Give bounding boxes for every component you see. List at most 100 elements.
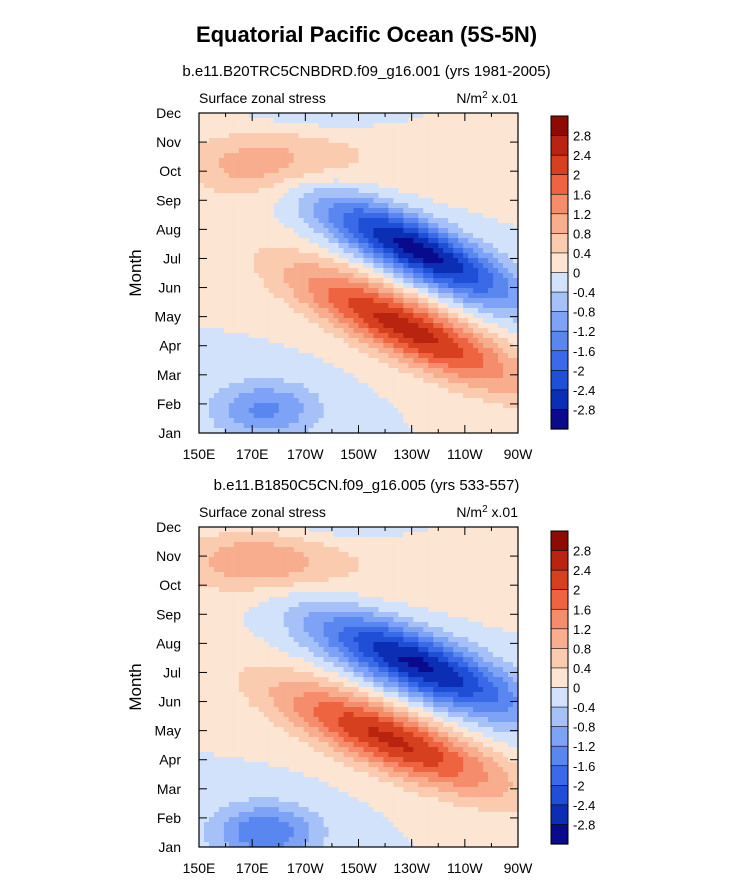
- heatmap-cell: [208, 183, 215, 189]
- heatmap-cell: [408, 313, 414, 319]
- heatmap-cell: [343, 413, 350, 419]
- heatmap-cell: [199, 702, 205, 708]
- heatmap-cell: [203, 777, 210, 783]
- heatmap-cell: [243, 637, 250, 643]
- heatmap-cell: [273, 233, 280, 239]
- heatmap-cell: [453, 413, 459, 419]
- heatmap-cell: [438, 333, 444, 339]
- heatmap-cell: [403, 223, 409, 229]
- heatmap-cell: [318, 293, 325, 299]
- heatmap-cell: [278, 263, 285, 269]
- heatmap-cell: [283, 138, 290, 144]
- heatmap-cell: [428, 418, 434, 424]
- heatmap-cell: [423, 428, 429, 434]
- heatmap-cell: [398, 318, 404, 324]
- heatmap-cell: [208, 138, 215, 144]
- heatmap-cell: [199, 153, 205, 159]
- heatmap-cell: [208, 268, 215, 274]
- heatmap-cell: [278, 278, 285, 284]
- heatmap-cell: [228, 532, 235, 538]
- heatmap-cell: [263, 423, 270, 429]
- heatmap-cell: [423, 263, 429, 269]
- heatmap-cell: [413, 188, 419, 194]
- heatmap-cell: [343, 303, 350, 309]
- heatmap-cell: [238, 662, 245, 668]
- heatmap-cell: [348, 198, 355, 204]
- heatmap-cell: [398, 393, 404, 399]
- heatmap-cell: [358, 413, 365, 419]
- heatmap-cell: [293, 283, 300, 289]
- heatmap-cell: [383, 233, 389, 239]
- heatmap-cell: [238, 552, 245, 558]
- heatmap-cell: [353, 343, 360, 349]
- heatmap-cell: [368, 128, 375, 134]
- heatmap-cell: [248, 537, 255, 543]
- heatmap-cell: [199, 308, 205, 314]
- heatmap-cell: [218, 707, 225, 713]
- heatmap-cell: [443, 418, 449, 424]
- heatmap-cell: [283, 418, 290, 424]
- heatmap-cell: [228, 228, 235, 234]
- heatmap-cell: [323, 268, 330, 274]
- heatmap-cell: [328, 143, 335, 149]
- heatmap-cell: [503, 138, 509, 144]
- heatmap-cell: [233, 323, 240, 329]
- heatmap-cell: [418, 358, 424, 364]
- heatmap-cell: [233, 622, 240, 628]
- heatmap-cell: [478, 268, 484, 274]
- heatmap-cell: [448, 423, 454, 429]
- heatmap-cell: [273, 203, 280, 209]
- heatmap-cell: [448, 403, 454, 409]
- heatmap-cell: [243, 153, 250, 159]
- heatmap-cell: [483, 238, 489, 244]
- heatmap-cell: [433, 323, 439, 329]
- heatmap-cell: [213, 378, 220, 384]
- heatmap-cell: [493, 373, 499, 379]
- heatmap-cell: [268, 168, 275, 174]
- heatmap-cell: [263, 153, 270, 159]
- heatmap-cell: [418, 228, 424, 234]
- heatmap-cell: [268, 323, 275, 329]
- x-tick-label: 110W: [447, 446, 483, 462]
- heatmap-cell: [418, 178, 424, 184]
- heatmap-cell: [233, 368, 240, 374]
- heatmap-cell: [233, 183, 240, 189]
- heatmap-cell: [273, 153, 280, 159]
- heatmap-cell: [378, 363, 385, 369]
- heatmap-cell: [398, 388, 404, 394]
- heatmap-cell: [313, 303, 320, 309]
- heatmap-cell: [218, 807, 225, 813]
- heatmap-cell: [428, 413, 434, 419]
- heatmap-cell: [273, 358, 280, 364]
- heatmap-cell: [283, 368, 290, 374]
- heatmap-cell: [483, 388, 489, 394]
- heatmap-cell: [363, 368, 370, 374]
- heatmap-cell: [448, 133, 454, 139]
- heatmap-cell: [493, 238, 499, 244]
- heatmap-cell: [458, 318, 464, 324]
- heatmap-cell: [243, 757, 250, 763]
- heatmap-cell: [473, 148, 479, 154]
- heatmap-cell: [503, 128, 509, 134]
- heatmap-cell: [418, 263, 424, 269]
- heatmap-cell: [203, 298, 210, 304]
- heatmap-cell: [443, 353, 449, 359]
- heatmap-cell: [263, 278, 270, 284]
- heatmap-cell: [433, 203, 439, 209]
- heatmap-cell: [328, 298, 335, 304]
- heatmap-cell: [278, 343, 285, 349]
- heatmap-cell: [478, 223, 484, 229]
- heatmap-cell: [443, 178, 449, 184]
- heatmap-cell: [498, 423, 504, 429]
- heatmap-cell: [398, 378, 404, 384]
- heatmap-cell: [253, 782, 260, 788]
- heatmap-cell: [238, 707, 245, 713]
- heatmap-cell: [258, 263, 265, 269]
- heatmap-cell: [273, 163, 280, 169]
- heatmap-cell: [473, 213, 479, 219]
- heatmap-cell: [343, 428, 350, 434]
- heatmap-cell: [413, 273, 419, 279]
- heatmap-cell: [353, 138, 360, 144]
- heatmap-cell: [223, 428, 230, 434]
- heatmap-cell: [208, 208, 215, 214]
